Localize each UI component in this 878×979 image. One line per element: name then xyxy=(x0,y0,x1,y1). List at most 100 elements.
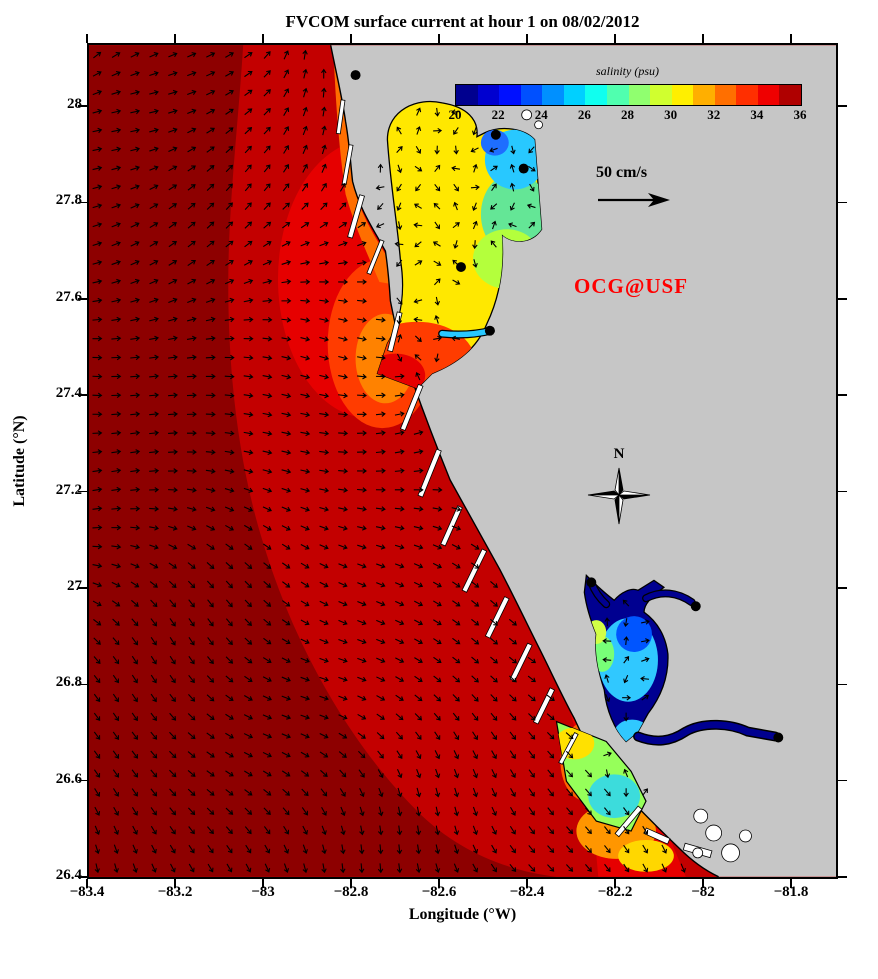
x-tick-label: −82.6 xyxy=(421,884,457,900)
south-plume-yellow xyxy=(618,839,674,872)
colorbar-tick-label: 22 xyxy=(491,107,505,122)
vector-scale-arrow xyxy=(598,193,670,207)
colorbar-cell xyxy=(714,85,737,105)
y-tick-label: 27.6 xyxy=(55,288,82,305)
x-tick-top xyxy=(174,34,176,43)
x-tick-top xyxy=(790,34,792,43)
colorbar-cell xyxy=(757,85,780,105)
x-tick-label: −82.4 xyxy=(509,884,545,900)
colorbar-cell xyxy=(628,85,651,105)
x-tick-bottom xyxy=(350,879,352,888)
y-tick-left xyxy=(78,105,87,107)
x-tick-bottom xyxy=(174,879,176,888)
y-tick-right xyxy=(838,201,847,204)
colorbar xyxy=(455,84,802,106)
y-tick-left xyxy=(78,876,87,878)
y-tick-label: 27.8 xyxy=(55,192,82,209)
x-tick-top xyxy=(350,34,352,43)
station-marker xyxy=(586,577,597,588)
x-tick-label: −83.2 xyxy=(157,884,193,900)
x-tick-label: −83.4 xyxy=(69,884,105,900)
colorbar-cell xyxy=(499,85,521,105)
x-tick-label: −82.2 xyxy=(597,884,633,900)
x-tick-bottom xyxy=(526,879,528,888)
x-tick-top xyxy=(438,34,440,43)
colorbar-tick-label: 34 xyxy=(750,107,764,122)
y-tick-label: 27 xyxy=(67,577,82,594)
colorbar-cell xyxy=(585,85,607,105)
colorbar-cell xyxy=(520,85,543,105)
colorbar-tick-label: 20 xyxy=(448,107,462,122)
station-marker xyxy=(690,601,701,612)
y-tick-right xyxy=(838,683,847,685)
station-marker xyxy=(484,325,495,336)
caloosahatchee-river xyxy=(634,721,779,745)
x-tick-bottom xyxy=(86,879,88,888)
map-plot-area xyxy=(87,43,838,879)
colorbar-tick-label: 32 xyxy=(707,107,721,122)
x-tick-label: −81.8 xyxy=(773,884,809,900)
y-tick-left xyxy=(78,201,87,204)
y-tick-label: 26.8 xyxy=(55,674,82,691)
x-tick-bottom xyxy=(614,879,616,888)
x-tick-top xyxy=(262,34,264,43)
hillsborough-blue xyxy=(480,129,509,156)
y-tick-label: 28 xyxy=(67,96,82,112)
station-marker xyxy=(773,732,784,743)
colorbar-cell xyxy=(456,85,478,105)
colorbar-tick-label: 36 xyxy=(793,107,807,122)
x-tick-bottom xyxy=(438,879,440,888)
y-tick-label: 26.6 xyxy=(55,770,82,787)
x-tick-label: −83 xyxy=(251,884,275,900)
station-marker xyxy=(456,262,466,273)
station-marker xyxy=(350,70,361,81)
station-marker xyxy=(490,129,501,140)
map-canvas xyxy=(89,45,836,877)
x-tick-top xyxy=(86,34,88,43)
y-tick-right xyxy=(838,105,847,107)
colorbar-tick-label: 26 xyxy=(577,107,591,122)
colorbar-cell xyxy=(563,85,586,105)
y-tick-left xyxy=(78,683,87,685)
colorbar-cell xyxy=(477,85,500,105)
y-tick-left xyxy=(78,394,87,396)
compass-rose: N xyxy=(584,446,654,538)
colorbar-cell xyxy=(736,85,758,105)
sound-cyan xyxy=(588,774,641,819)
colorbar-cell xyxy=(606,85,629,105)
x-tick-label: −82 xyxy=(691,884,715,900)
colorbar-tick-label: 28 xyxy=(621,107,634,122)
credit-text: OCG@USF xyxy=(574,274,689,298)
x-tick-label: −82.8 xyxy=(333,884,369,900)
station-marker xyxy=(518,163,529,174)
y-tick-left xyxy=(78,587,87,589)
peace-river xyxy=(643,590,695,605)
barrier-islands xyxy=(335,99,752,863)
vector-scale-label: 50 cm/s xyxy=(596,164,648,181)
colorbar-label: salinity (psu) xyxy=(596,64,659,78)
y-axis-label: Latitude (°N) xyxy=(11,415,28,507)
y-tick-right xyxy=(838,779,847,782)
colorbar-tick-label: 30 xyxy=(664,107,678,122)
colorbar-cell xyxy=(693,85,715,105)
x-tick-bottom xyxy=(790,879,792,888)
x-tick-top xyxy=(526,34,528,43)
colorbar-cell xyxy=(542,85,564,105)
y-tick-right xyxy=(838,876,847,878)
y-tick-left xyxy=(78,779,87,782)
y-tick-label: 26.4 xyxy=(55,867,82,883)
y-tick-right xyxy=(838,394,847,396)
current-arrows-layer xyxy=(92,49,686,874)
x-tick-bottom xyxy=(262,879,264,888)
ocean-offshore-dark xyxy=(89,45,557,877)
y-tick-right xyxy=(838,490,847,493)
colorbar-cell xyxy=(779,85,801,105)
y-tick-left xyxy=(78,490,87,493)
y-tick-label: 27.4 xyxy=(55,385,82,402)
y-tick-left xyxy=(78,298,87,300)
x-axis-label: Longitude (°W) xyxy=(408,906,517,923)
compass-north-label: N xyxy=(613,446,625,462)
station-markers-layer xyxy=(350,70,784,743)
y-tick-right xyxy=(838,587,847,589)
